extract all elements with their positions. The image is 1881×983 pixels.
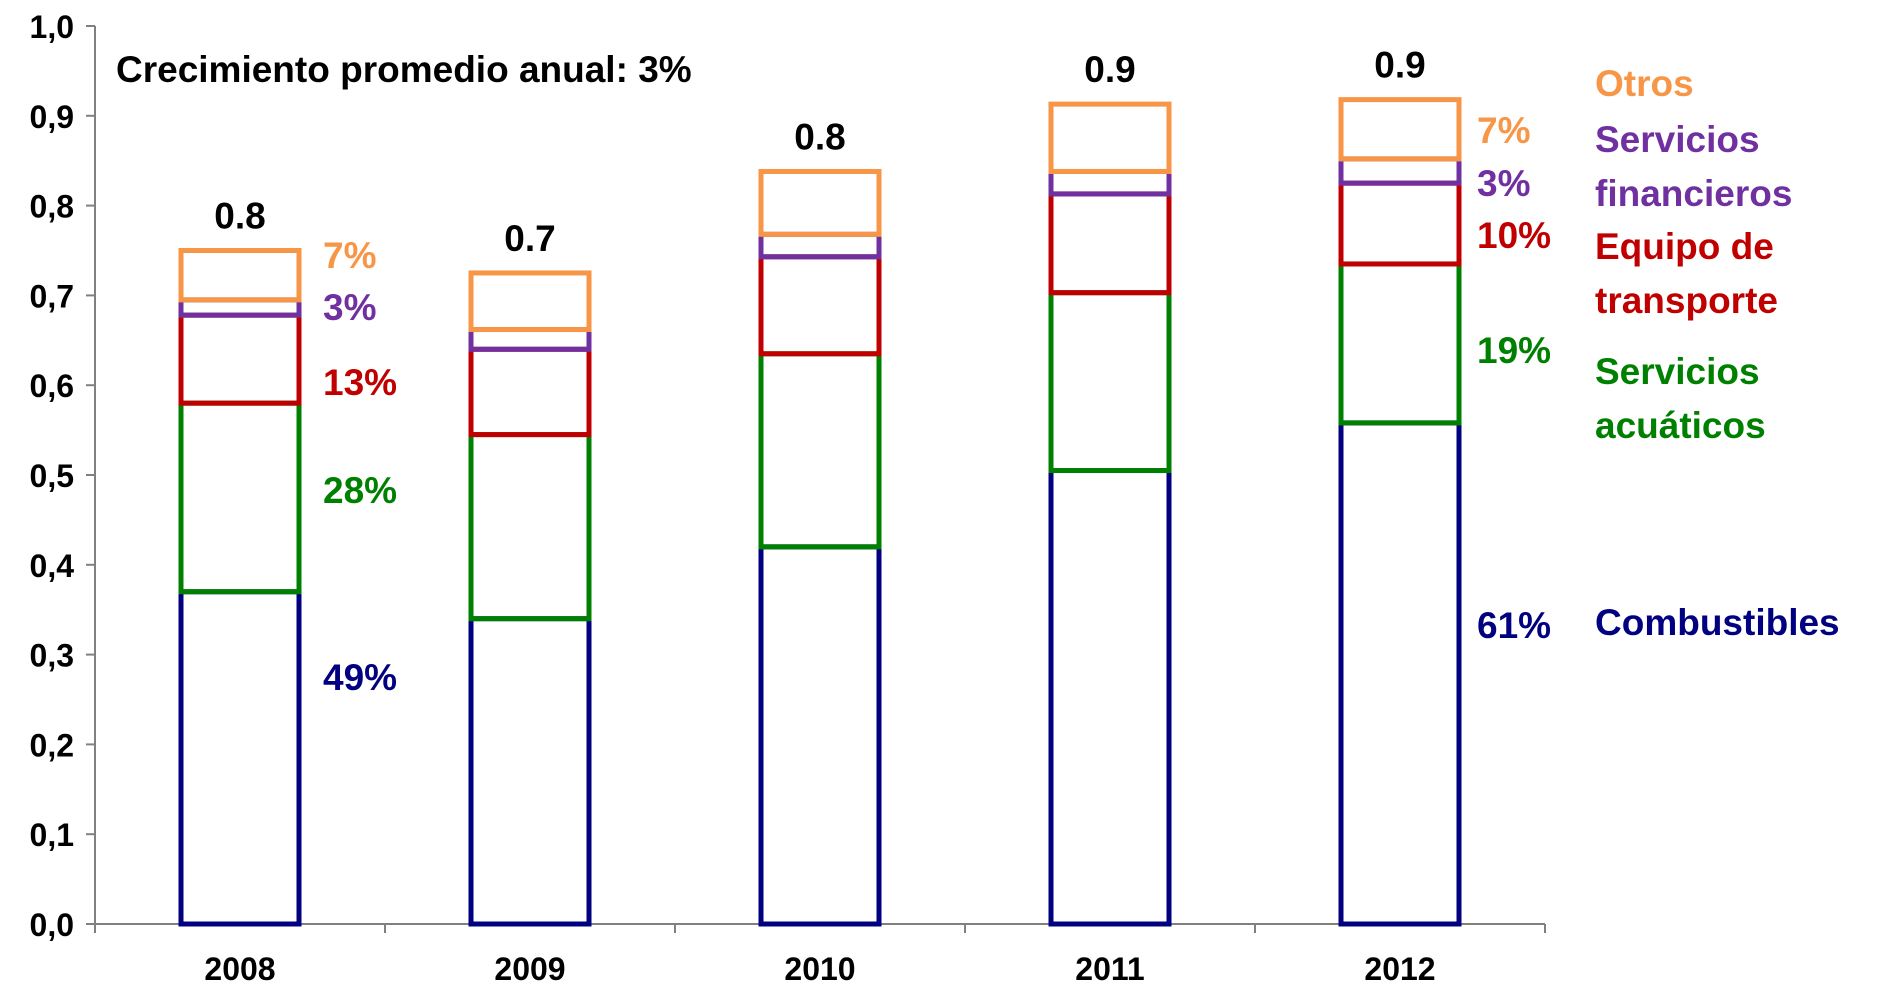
bar-segment-acuaticos [1048,290,1172,474]
bar-segment-combustibles [468,616,592,927]
total-label: 0.8 [214,196,265,237]
share-label-2012-combustibles: 61% [1477,605,1551,646]
bar-segment-acuaticos [1338,261,1462,426]
bar-segment-transporte [178,312,302,406]
chart-subtitle: Crecimiento promedio anual: 3% [116,49,692,90]
bar-segment-combustibles [178,589,302,927]
legend-label-acuaticos: acuáticos [1595,405,1766,446]
bar-segment-acuaticos [758,351,882,550]
share-label-2008-acuaticos: 28% [323,470,397,511]
legend-label-financieros: financieros [1595,173,1792,214]
legend: Combustibles Servicios acuáticos Equipo de t… [1595,63,1840,643]
legend-label-otros: Otros [1595,63,1694,104]
share-label-2008-otros: 7% [323,235,376,276]
y-tick-label: 0,7 [30,278,74,314]
share-label-2012-transporte: 10% [1477,215,1551,256]
y-tick-label: 0,6 [30,368,74,404]
x-axis: 2008 2009 2010 2011 2012 [94,923,1546,983]
x-tick-label: 2010 [784,951,855,983]
legend-label-combustibles: Combustibles [1595,602,1840,643]
bar-segment-transporte [468,346,592,438]
y-tick-label: 0,5 [30,458,74,494]
total-label: 0.9 [1374,45,1425,86]
bar-segment-financieros [1338,156,1462,186]
x-tick-label: 2012 [1364,951,1435,983]
total-labels: 0.8 0.7 0.8 0.9 0.9 [214,45,1425,259]
x-tick-label: 2011 [1075,951,1144,983]
bar-segment-financieros [758,231,882,260]
bar-segment-transporte [1338,180,1462,267]
share-label-2012-financieros: 3% [1477,163,1530,204]
y-tick-label: 0,0 [30,907,74,943]
legend-label-acuaticos: Servicios [1595,351,1760,392]
bar-segment-acuaticos [468,432,592,622]
y-tick-label: 0,2 [30,727,74,763]
legend-label-transporte: transporte [1595,280,1778,321]
share-label-2008-transporte: 13% [323,362,397,403]
y-axis: 0,0 0,1 0,2 0,3 0,4 0,5 0,6 0,7 0,8 0,9 1,0 [30,9,96,943]
y-tick-label: 0,3 [30,638,74,674]
legend-label-transporte: Equipo de [1595,226,1774,267]
share-label-2012-otros: 7% [1477,110,1530,151]
x-tick-label: 2009 [494,951,565,983]
y-tick-label: 0,4 [30,548,75,584]
bar-segment-otros [1338,97,1462,162]
y-tick-label: 0,1 [30,817,74,853]
total-label: 0.8 [794,116,845,157]
total-label: 0.7 [504,218,555,259]
bar-segment-financieros [468,327,592,352]
bar-segment-combustibles [1048,468,1172,927]
bar-segment-otros [468,270,592,333]
bar-segment-transporte [758,254,882,357]
total-label: 0.9 [1084,49,1135,90]
share-label-2008-financieros: 3% [323,287,376,328]
bar-segment-otros [178,248,302,303]
bar-segment-otros [758,168,882,237]
legend-label-financieros: Servicios [1595,119,1760,160]
share-label-2008-combustibles: 49% [323,657,397,698]
y-tick-label: 1,0 [30,9,74,45]
y-tick-label: 0,9 [30,99,74,135]
bar-segment-transporte [1048,191,1172,296]
x-tick-label: 2008 [204,951,275,983]
bar-segment-otros [1048,101,1172,174]
bar-segment-acuaticos [178,400,302,595]
share-label-2012-acuaticos: 19% [1477,330,1551,371]
bars [178,97,1462,927]
y-tick-label: 0,8 [30,189,74,225]
bar-segment-combustibles [758,544,882,927]
share-labels: 49% 61% 28% 19% 13% 10% 3% 3% 7% 7% [323,110,1551,698]
bar-segment-financieros [1048,168,1172,197]
bar-segment-combustibles [1338,420,1462,927]
